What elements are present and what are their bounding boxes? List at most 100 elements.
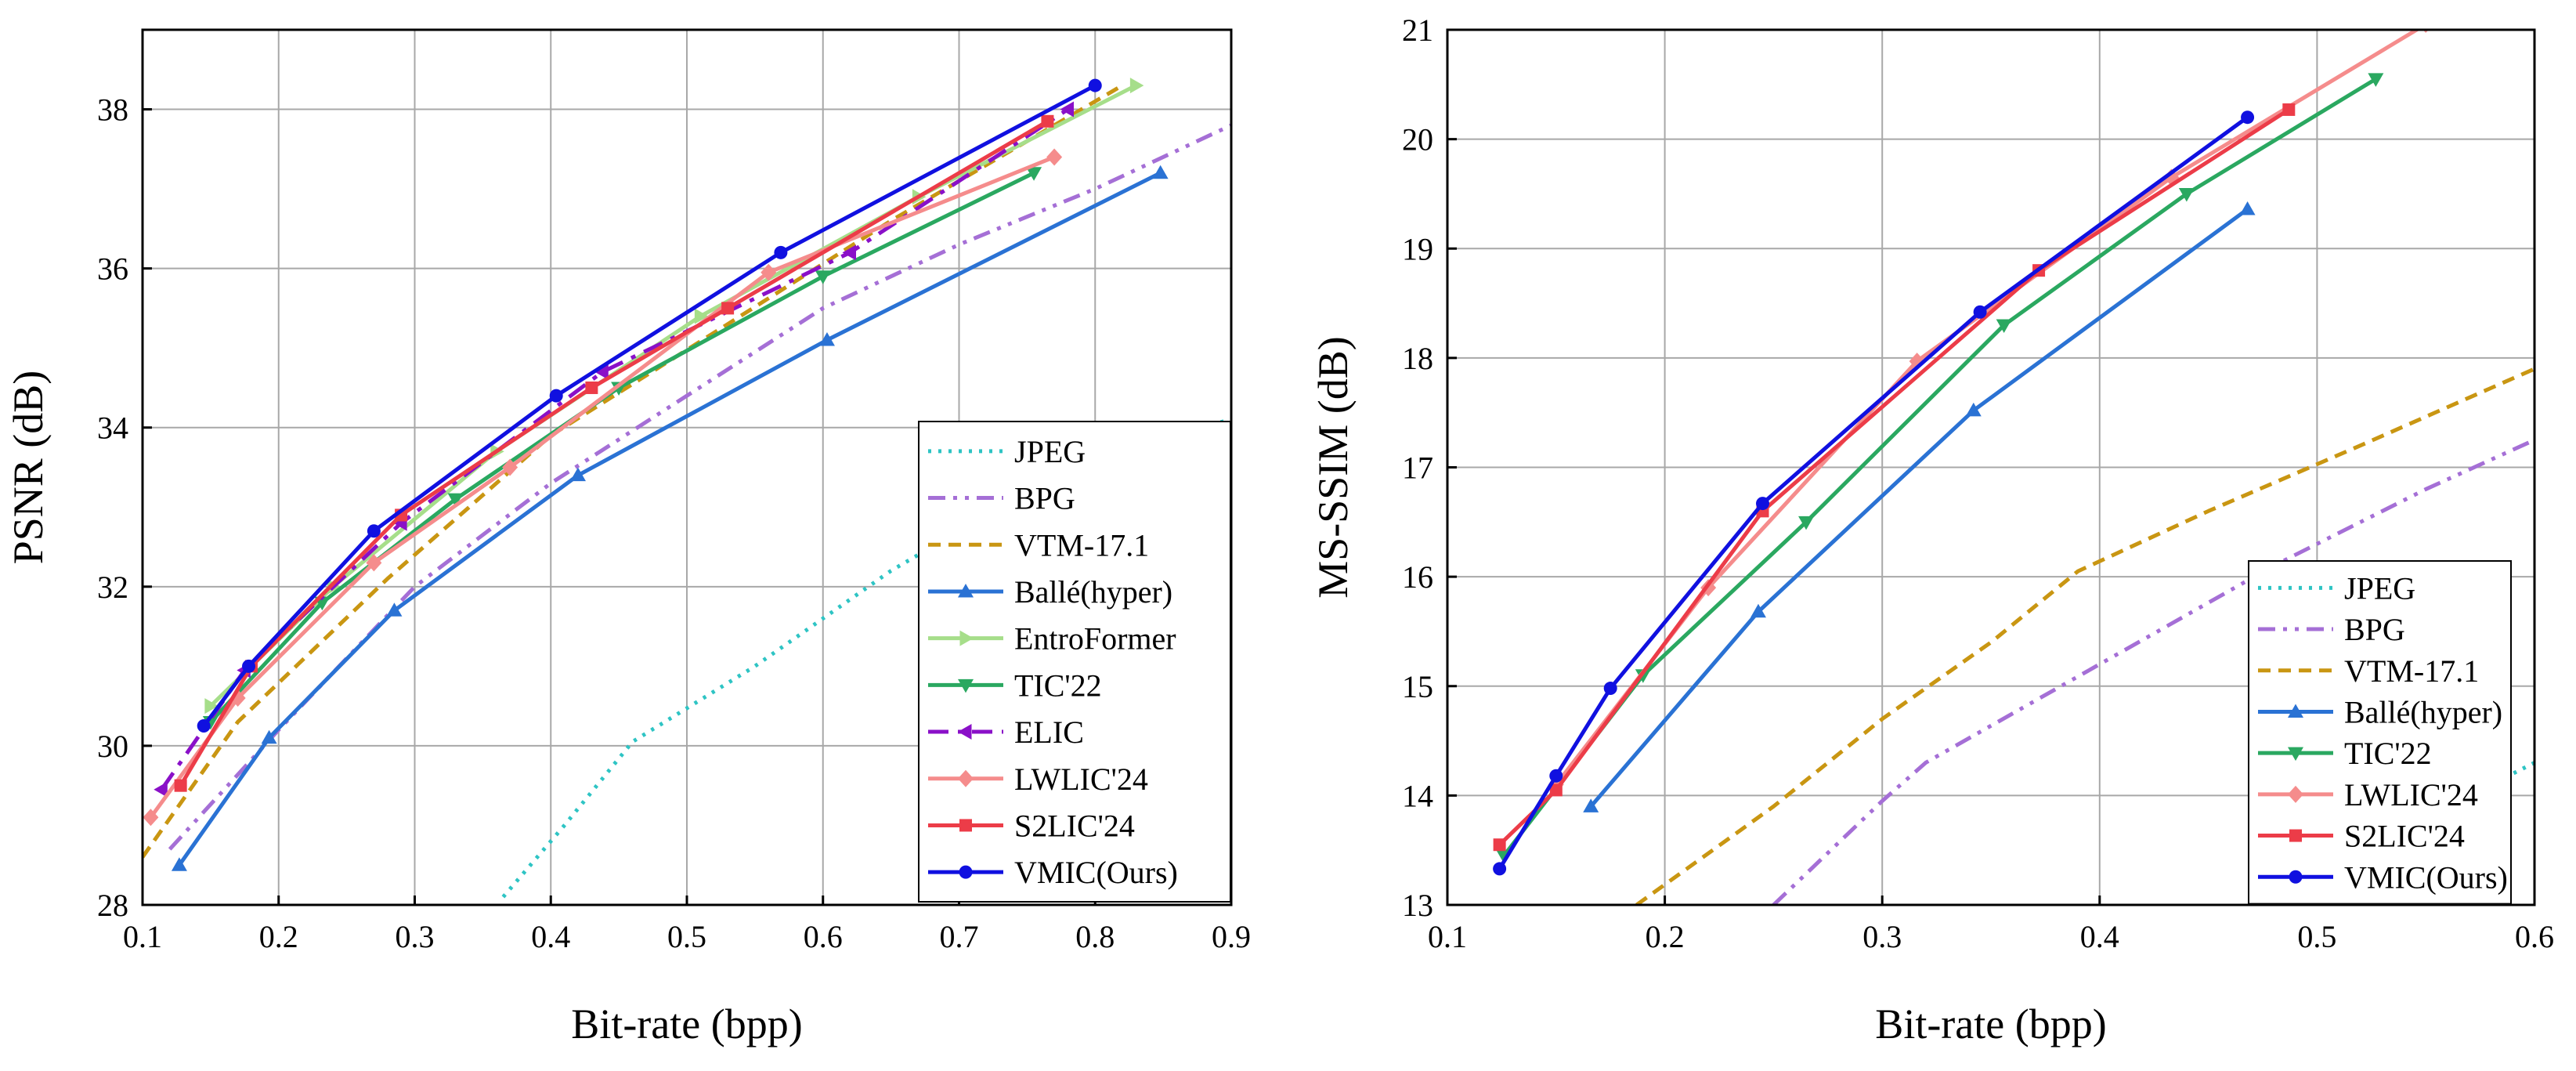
x-tick-label: 0.2 bbox=[1646, 919, 1685, 954]
x-tick-label: 0.3 bbox=[1862, 919, 1902, 954]
data-point-vmic-ours bbox=[367, 524, 381, 538]
series-line-ball-hyper bbox=[1589, 207, 2249, 808]
legend-label-lwlic-24: LWLIC'24 bbox=[2344, 777, 2478, 812]
legend-marker-tic-22 bbox=[958, 678, 974, 693]
y-tick-label: 13 bbox=[1402, 888, 1433, 923]
series-line-s2lic-24 bbox=[1498, 107, 2290, 847]
data-point-tic-22 bbox=[1026, 167, 1042, 181]
x-tick-label: 0.7 bbox=[940, 919, 979, 954]
x-tick-label: 0.8 bbox=[1075, 919, 1115, 954]
data-point-ball-hyper bbox=[818, 332, 835, 346]
legend-label-s2lic-24: S2LIC'24 bbox=[2344, 819, 2465, 854]
legend-label-vmic-ours: VMIC(Ours) bbox=[2344, 859, 2508, 895]
data-point-vmic-ours bbox=[197, 719, 211, 733]
y-tick-label: 30 bbox=[97, 729, 128, 764]
x-tick-label: 0.6 bbox=[2515, 919, 2554, 954]
legend-marker-lwlic-24 bbox=[958, 769, 974, 787]
data-point-vmic-ours bbox=[2241, 110, 2255, 125]
data-point-elic bbox=[594, 364, 609, 380]
legend-marker-vmic-ours bbox=[2289, 870, 2303, 884]
legend-marker-lwlic-24 bbox=[2288, 785, 2303, 803]
data-point-ball-hyper bbox=[171, 857, 187, 871]
data-point-vmic-ours bbox=[1973, 305, 1987, 319]
data-point-ball-hyper bbox=[386, 602, 403, 617]
legend-label-vtm-17-1: VTM-17.1 bbox=[2344, 653, 2479, 689]
legend-label-bpg: BPG bbox=[2344, 612, 2405, 647]
data-point-ball-hyper bbox=[2239, 201, 2256, 215]
legend-label-s2lic-24: S2LIC'24 bbox=[1014, 808, 1135, 843]
x-tick-label: 0.1 bbox=[123, 919, 162, 954]
y-tick-label: 17 bbox=[1402, 450, 1433, 486]
series-line-vtm-17-1 bbox=[143, 83, 1124, 859]
y-axis-label: MS-SSIM (dB) bbox=[1310, 336, 1357, 599]
x-tick-label: 0.2 bbox=[259, 919, 298, 954]
x-tick-label: 0.5 bbox=[2297, 919, 2336, 954]
data-point-ball-hyper bbox=[261, 729, 277, 744]
data-point-tic-22 bbox=[1798, 516, 1815, 530]
x-tick-label: 0.9 bbox=[1212, 919, 1251, 954]
data-point-ball-hyper bbox=[1152, 165, 1169, 179]
data-point-tic-22 bbox=[611, 382, 627, 396]
x-axis-label: Bit-rate (bpp) bbox=[1875, 1000, 2106, 1047]
data-point-ball-hyper bbox=[1583, 798, 1599, 812]
data-point-entroformer bbox=[694, 308, 709, 324]
legend-marker-ball-hyper bbox=[958, 583, 974, 598]
data-point-s2lic-24 bbox=[1493, 838, 1506, 852]
data-point-tic-22 bbox=[2178, 187, 2195, 202]
series-line-bpg bbox=[1772, 438, 2534, 905]
legend-label-bpg: BPG bbox=[1014, 481, 1075, 516]
legend-label-ball-hyper: Ballé(hyper) bbox=[1014, 574, 1172, 610]
series-line-vtm-17-1 bbox=[1635, 367, 2534, 905]
data-point-lwlic-24 bbox=[366, 554, 382, 572]
legend-marker-tic-22 bbox=[2288, 747, 2303, 762]
series-line-ball-hyper bbox=[177, 171, 1162, 867]
data-point-ball-hyper bbox=[570, 467, 586, 482]
data-point-elic bbox=[1060, 101, 1074, 118]
data-point-s2lic-24 bbox=[721, 302, 735, 315]
data-point-entroformer bbox=[1129, 78, 1144, 94]
data-point-lwlic-24 bbox=[143, 809, 159, 827]
data-point-tic-22 bbox=[447, 493, 464, 508]
legend-marker-vmic-ours bbox=[959, 865, 973, 879]
legend-label-tic-22: TIC'22 bbox=[2344, 736, 2432, 771]
y-tick-label: 38 bbox=[97, 92, 128, 128]
series-line-vmic-ours bbox=[202, 83, 1097, 728]
data-point-tic-22 bbox=[815, 270, 831, 284]
legend-marker-s2lic-24 bbox=[959, 819, 972, 832]
x-axis-label: Bit-rate (bpp) bbox=[571, 1000, 802, 1047]
data-point-lwlic-24 bbox=[502, 458, 518, 476]
legend-label-jpeg: JPEG bbox=[1014, 434, 1086, 469]
data-point-s2lic-24 bbox=[1549, 783, 1563, 797]
y-tick-label: 21 bbox=[1402, 13, 1433, 48]
data-point-s2lic-24 bbox=[2282, 103, 2296, 116]
data-point-vmic-ours bbox=[1756, 497, 1770, 511]
x-tick-label: 0.4 bbox=[2080, 919, 2119, 954]
data-point-vmic-ours bbox=[242, 659, 256, 673]
ms-ssim-chart: 0.1 0.2 0.3 0.4 0.5 0.6 13 14 15 16 17 18 19 20 21 Bit-… bbox=[1310, 13, 2554, 1047]
data-point-vmic-ours bbox=[1088, 78, 1102, 92]
y-axis-label: PSNR (dB) bbox=[5, 371, 52, 565]
data-point-vmic-ours bbox=[1603, 682, 1617, 696]
y-tick-label: 20 bbox=[1402, 122, 1433, 157]
x-tick-label: 0.4 bbox=[531, 919, 570, 954]
legend: JPEG BPG VTM-17.1 Ballé(hyper) TIC'22 LWLIC'2… bbox=[2248, 560, 2512, 905]
legend-label-lwlic-24: LWLIC'24 bbox=[1014, 762, 1148, 797]
legend-marker-elic bbox=[958, 724, 972, 740]
series-group bbox=[1493, 30, 2534, 905]
data-point-vmic-ours bbox=[1549, 769, 1563, 783]
data-point-tic-22 bbox=[1635, 669, 1651, 683]
series-line-lwlic-24 bbox=[149, 155, 1056, 819]
legend-box bbox=[2248, 560, 2512, 905]
legend: JPEG BPG VTM-17.1 Ballé(hyper) EntroFormer TI… bbox=[918, 421, 1231, 903]
legend-label-tic-22: TIC'22 bbox=[1014, 668, 1102, 703]
y-tick-label: 32 bbox=[97, 570, 128, 605]
legend-marker-ball-hyper bbox=[2288, 704, 2303, 718]
series-line-tic-22 bbox=[209, 171, 1035, 724]
series-line-vmic-ours bbox=[1498, 115, 2249, 870]
data-point-tic-22 bbox=[2368, 73, 2384, 87]
legend-label-jpeg: JPEG bbox=[2344, 570, 2415, 606]
data-point-elic bbox=[842, 244, 856, 261]
data-point-entroformer bbox=[204, 698, 219, 715]
legend-marker-s2lic-24 bbox=[2289, 829, 2302, 842]
